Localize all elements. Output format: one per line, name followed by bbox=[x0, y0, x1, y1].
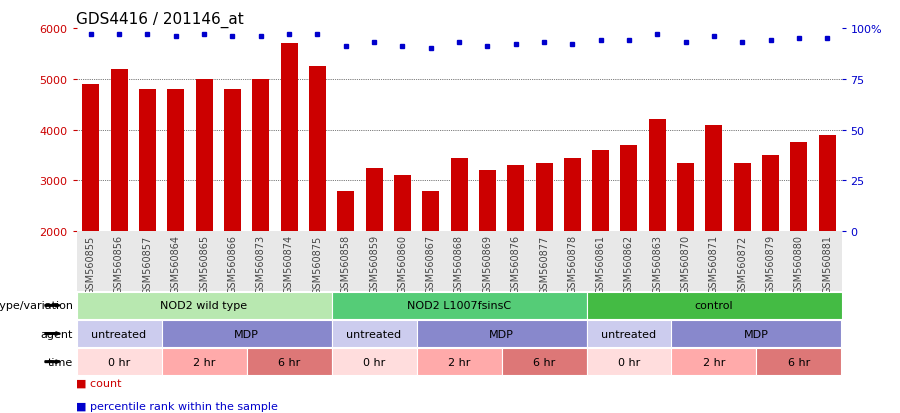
Bar bbox=[281, 44, 298, 232]
Bar bbox=[706, 125, 723, 232]
Bar bbox=[620, 145, 637, 232]
Bar bbox=[422, 191, 439, 232]
Text: MDP: MDP bbox=[489, 329, 514, 339]
Bar bbox=[161, 348, 247, 375]
Text: untreated: untreated bbox=[346, 329, 401, 339]
Bar bbox=[331, 292, 587, 319]
Text: GSM560867: GSM560867 bbox=[426, 235, 436, 294]
Text: NOD2 wild type: NOD2 wild type bbox=[160, 301, 248, 311]
Bar bbox=[247, 348, 331, 375]
Text: GSM560863: GSM560863 bbox=[652, 235, 662, 294]
Bar bbox=[394, 176, 410, 232]
Bar bbox=[82, 85, 99, 232]
Bar bbox=[587, 292, 842, 319]
Bar bbox=[417, 348, 501, 375]
Text: ■ percentile rank within the sample: ■ percentile rank within the sample bbox=[76, 401, 278, 411]
Text: control: control bbox=[695, 301, 734, 311]
Bar bbox=[76, 348, 161, 375]
Text: 6 hr: 6 hr bbox=[788, 357, 810, 367]
Text: untreated: untreated bbox=[601, 329, 657, 339]
Text: GSM560875: GSM560875 bbox=[312, 235, 322, 294]
Bar bbox=[331, 348, 417, 375]
Text: GSM560856: GSM560856 bbox=[114, 235, 124, 294]
Bar bbox=[587, 348, 671, 375]
Bar bbox=[161, 320, 331, 347]
Text: GSM560857: GSM560857 bbox=[142, 235, 152, 294]
Bar bbox=[76, 292, 331, 319]
Bar bbox=[167, 90, 184, 232]
Text: GSM560855: GSM560855 bbox=[86, 235, 95, 294]
Bar bbox=[309, 67, 326, 232]
Bar bbox=[195, 80, 212, 232]
Text: GSM560874: GSM560874 bbox=[284, 235, 294, 294]
Text: GSM560880: GSM560880 bbox=[794, 235, 804, 294]
Bar bbox=[790, 143, 807, 232]
Text: GSM560870: GSM560870 bbox=[680, 235, 690, 294]
Bar bbox=[819, 135, 836, 232]
Bar bbox=[331, 320, 417, 347]
Text: GSM560873: GSM560873 bbox=[256, 235, 266, 294]
Bar bbox=[252, 80, 269, 232]
Text: GSM560860: GSM560860 bbox=[397, 235, 408, 294]
Text: GDS4416 / 201146_at: GDS4416 / 201146_at bbox=[76, 12, 244, 28]
Text: GSM560866: GSM560866 bbox=[228, 235, 238, 294]
Bar bbox=[563, 158, 580, 232]
Text: 0 hr: 0 hr bbox=[618, 357, 640, 367]
Text: GSM560861: GSM560861 bbox=[596, 235, 606, 294]
Text: GSM560859: GSM560859 bbox=[369, 235, 379, 294]
Bar bbox=[338, 191, 355, 232]
Text: ■ count: ■ count bbox=[76, 378, 122, 388]
Text: MDP: MDP bbox=[744, 329, 769, 339]
Text: GSM560868: GSM560868 bbox=[454, 235, 464, 294]
Text: GSM560869: GSM560869 bbox=[482, 235, 492, 294]
Text: 6 hr: 6 hr bbox=[533, 357, 555, 367]
Text: GSM560858: GSM560858 bbox=[341, 235, 351, 294]
Bar bbox=[671, 320, 842, 347]
Bar bbox=[224, 90, 241, 232]
Text: GSM560876: GSM560876 bbox=[510, 235, 521, 294]
Text: GSM560862: GSM560862 bbox=[624, 235, 634, 294]
Bar bbox=[734, 163, 751, 232]
Text: MDP: MDP bbox=[234, 329, 259, 339]
Text: 6 hr: 6 hr bbox=[278, 357, 300, 367]
Bar bbox=[649, 120, 666, 232]
Text: agent: agent bbox=[40, 329, 73, 339]
Bar bbox=[417, 320, 587, 347]
Text: 2 hr: 2 hr bbox=[448, 357, 470, 367]
Bar bbox=[451, 158, 467, 232]
Text: GSM560877: GSM560877 bbox=[539, 235, 549, 294]
Bar bbox=[757, 348, 842, 375]
Bar bbox=[365, 169, 382, 232]
Bar bbox=[479, 171, 496, 232]
Text: time: time bbox=[48, 357, 73, 367]
Bar bbox=[677, 163, 694, 232]
Bar bbox=[587, 320, 671, 347]
Bar bbox=[501, 348, 587, 375]
Text: GSM560865: GSM560865 bbox=[199, 235, 209, 294]
Text: NOD2 L1007fsinsC: NOD2 L1007fsinsC bbox=[407, 301, 511, 311]
Bar bbox=[111, 69, 128, 232]
Bar bbox=[508, 166, 524, 232]
Bar bbox=[671, 348, 757, 375]
Bar bbox=[762, 156, 779, 232]
Text: GSM560872: GSM560872 bbox=[737, 235, 747, 294]
Text: 0 hr: 0 hr bbox=[108, 357, 130, 367]
Text: GSM560871: GSM560871 bbox=[709, 235, 719, 294]
Text: 0 hr: 0 hr bbox=[363, 357, 385, 367]
Bar bbox=[592, 151, 609, 232]
Bar bbox=[76, 320, 161, 347]
Text: 2 hr: 2 hr bbox=[193, 357, 215, 367]
Text: GSM560881: GSM560881 bbox=[823, 235, 832, 294]
Bar bbox=[139, 90, 156, 232]
Text: 2 hr: 2 hr bbox=[703, 357, 725, 367]
Text: genotype/variation: genotype/variation bbox=[0, 301, 73, 311]
Text: GSM560864: GSM560864 bbox=[171, 235, 181, 294]
Text: GSM560878: GSM560878 bbox=[567, 235, 577, 294]
Text: GSM560879: GSM560879 bbox=[766, 235, 776, 294]
Bar bbox=[536, 163, 553, 232]
Bar bbox=[76, 232, 842, 292]
Text: untreated: untreated bbox=[92, 329, 147, 339]
